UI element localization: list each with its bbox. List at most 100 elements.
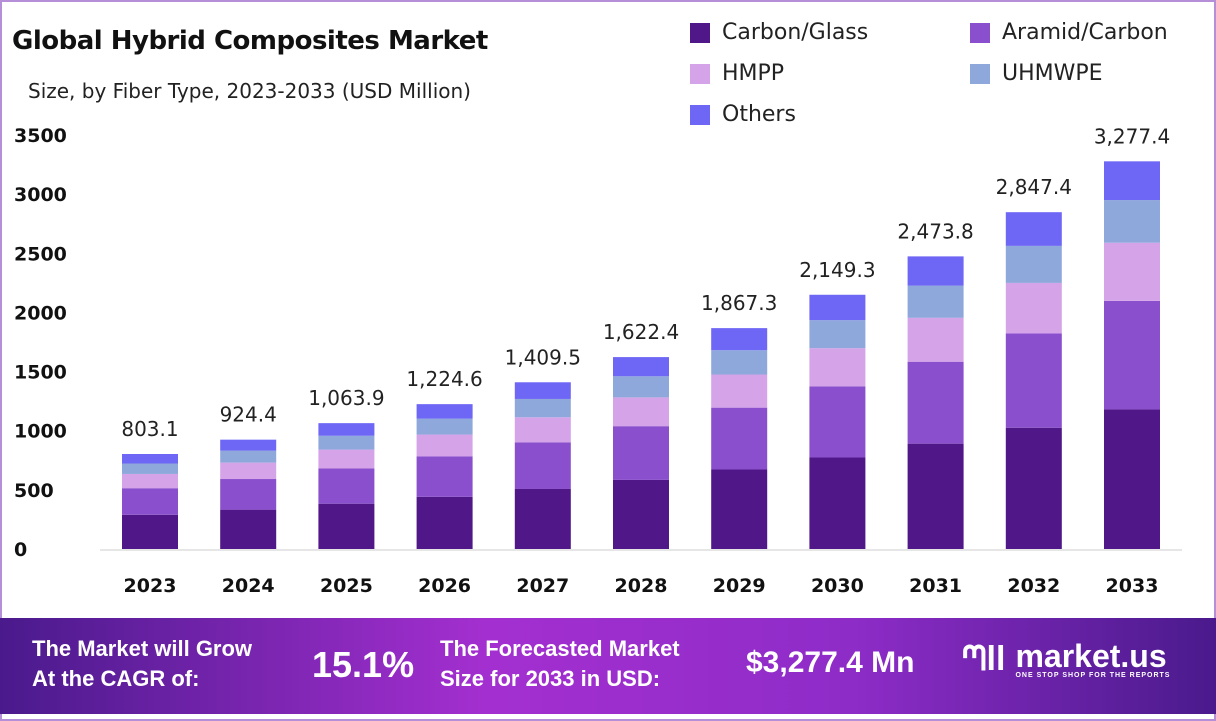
total-label-2031: 2,473.8 xyxy=(897,219,973,243)
bar-segment-hmpp-2024 xyxy=(220,462,277,480)
bar-segment-carbon-glass-2028 xyxy=(613,479,669,549)
bar-segment-carbon-glass-2027 xyxy=(514,488,571,549)
bar-segment-uhmwpe-2026 xyxy=(416,418,473,435)
x-tick-label-2033: 2033 xyxy=(1106,575,1159,597)
bar-segment-carbon-glass-2032 xyxy=(1005,427,1062,549)
forecast-label: The Forecasted Market Size for 2033 in US… xyxy=(440,634,680,694)
legend-label: UHMWPE xyxy=(1002,61,1103,86)
x-tick-label-2026: 2026 xyxy=(418,575,471,597)
y-tick-label: 1000 xyxy=(14,421,67,443)
bar-segment-hmpp-2030 xyxy=(809,348,866,387)
bar-segment-hmpp-2023 xyxy=(122,473,178,489)
bar-segment-aramid-carbon-2031 xyxy=(907,361,964,444)
logo-mark-icon: ᘉll xyxy=(962,640,1006,678)
x-tick-label-2032: 2032 xyxy=(1007,575,1060,597)
bar-segment-uhmwpe-2023 xyxy=(122,463,178,474)
legend-swatch xyxy=(970,63,990,84)
market-us-logo: ᘉll market.us ONE STOP SHOP FOR THE REPOR… xyxy=(962,640,1170,679)
cagr-label-line1: The Market will Grow xyxy=(32,636,253,661)
bar-segment-hmpp-2025 xyxy=(318,449,375,469)
logo-tagline: ONE STOP SHOP FOR THE REPORTS xyxy=(1015,672,1171,679)
bar-segment-uhmwpe-2025 xyxy=(318,435,375,450)
chart-subtitle: Size, by Fiber Type, 2023-2033 (USD Mill… xyxy=(28,79,471,103)
bar-segment-uhmwpe-2033 xyxy=(1104,200,1160,243)
legend-item-carbon-glass: Carbon/Glass xyxy=(690,20,868,45)
total-label-2033: 3,277.4 xyxy=(1094,124,1170,148)
bar-segment-hmpp-2031 xyxy=(907,317,964,362)
bar-segment-others-2030 xyxy=(809,294,866,321)
bar-segment-carbon-glass-2025 xyxy=(318,503,375,549)
bar-segment-aramid-carbon-2027 xyxy=(514,442,571,489)
bar-segment-hmpp-2026 xyxy=(416,434,473,457)
bar-segment-carbon-glass-2029 xyxy=(711,469,768,549)
x-tick-label-2029: 2029 xyxy=(713,575,766,597)
total-label-2025: 1,063.9 xyxy=(308,386,384,410)
legend-label: Carbon/Glass xyxy=(722,20,869,45)
cagr-label: The Market will Grow At the CAGR of: xyxy=(32,634,252,694)
bar-segment-carbon-glass-2023 xyxy=(122,514,178,549)
bar-segment-aramid-carbon-2024 xyxy=(220,479,277,510)
y-tick-label: 1500 xyxy=(14,362,67,384)
bar-segment-others-2025 xyxy=(318,423,375,436)
x-tick-label-2025: 2025 xyxy=(320,575,373,597)
bar-segment-uhmwpe-2028 xyxy=(613,376,669,398)
bar-segment-others-2032 xyxy=(1005,212,1062,246)
x-tick-label-2023: 2023 xyxy=(124,575,177,597)
bar-segment-carbon-glass-2026 xyxy=(416,496,473,549)
bar-segment-aramid-carbon-2032 xyxy=(1005,333,1062,428)
bar-segment-others-2028 xyxy=(613,357,669,377)
bar-segment-hmpp-2027 xyxy=(514,417,571,443)
chart-title: Global Hybrid Composites Market xyxy=(12,26,488,56)
y-tick-label: 0 xyxy=(14,539,27,561)
total-label-2027: 1,409.5 xyxy=(505,345,581,369)
y-tick-label: 3500 xyxy=(14,125,67,147)
bar-segment-hmpp-2029 xyxy=(711,374,768,408)
total-label-2029: 1,867.3 xyxy=(701,291,777,315)
y-tick-label: 3000 xyxy=(14,184,67,206)
cagr-value: 15.1% xyxy=(312,644,415,685)
cagr-label-line2: At the CAGR of: xyxy=(32,666,200,691)
bar-segment-aramid-carbon-2033 xyxy=(1104,300,1160,410)
legend-item-others: Others xyxy=(690,102,796,127)
logo-name: market.us xyxy=(1015,638,1167,674)
bar-segment-carbon-glass-2030 xyxy=(809,457,866,549)
footer-banner: The Market will Grow At the CAGR of: 15.1… xyxy=(0,618,1216,714)
legend-item-aramid-carbon: Aramid/Carbon xyxy=(970,20,1168,45)
legend-swatch xyxy=(970,22,990,43)
bar-segment-aramid-carbon-2025 xyxy=(318,468,375,504)
bar-segment-carbon-glass-2024 xyxy=(220,509,277,549)
total-label-2028: 1,622.4 xyxy=(603,320,679,344)
bar-segment-hmpp-2033 xyxy=(1104,242,1160,301)
x-tick-label-2031: 2031 xyxy=(909,575,962,597)
bar-segment-others-2031 xyxy=(907,256,964,286)
x-tick-label-2027: 2027 xyxy=(516,575,569,597)
bar-segment-others-2029 xyxy=(711,328,768,351)
legend-label: Others xyxy=(722,102,796,127)
bar-segment-others-2024 xyxy=(220,439,277,451)
bar-segment-uhmwpe-2032 xyxy=(1005,245,1062,283)
legend-item-hmpp: HMPP xyxy=(690,61,784,86)
total-label-2026: 1,224.6 xyxy=(406,367,482,391)
stacked-bar-chart: 0 500 1000 1500 2000 2500 3000 3500 803.1 2023 924… xyxy=(14,124,1182,597)
forecast-label-line2: Size for 2033 in USD: xyxy=(440,666,661,691)
total-label-2030: 2,149.3 xyxy=(799,258,875,282)
bar-segment-others-2023 xyxy=(122,454,178,464)
bar-segment-uhmwpe-2031 xyxy=(907,285,964,318)
bar-segment-uhmwpe-2024 xyxy=(220,450,277,463)
total-label-2024: 924.4 xyxy=(220,403,277,427)
y-tick-label: 500 xyxy=(14,480,54,502)
x-tick-label-2030: 2030 xyxy=(811,575,864,597)
y-tick-label: 2500 xyxy=(14,243,67,265)
legend-swatch xyxy=(690,22,710,43)
bar-segment-aramid-carbon-2029 xyxy=(711,407,768,470)
bar-segment-aramid-carbon-2028 xyxy=(613,426,669,480)
forecast-label-line1: The Forecasted Market xyxy=(440,636,680,661)
bar-segment-aramid-carbon-2023 xyxy=(122,488,178,515)
bar-segment-uhmwpe-2029 xyxy=(711,350,768,375)
legend-swatch xyxy=(690,104,710,125)
forecast-value: $3,277.4 Mn xyxy=(746,646,915,679)
bar-segment-others-2026 xyxy=(416,404,473,419)
bar-segment-carbon-glass-2031 xyxy=(907,443,964,549)
bar-segment-aramid-carbon-2026 xyxy=(416,456,473,497)
bar-segment-hmpp-2028 xyxy=(613,397,669,427)
